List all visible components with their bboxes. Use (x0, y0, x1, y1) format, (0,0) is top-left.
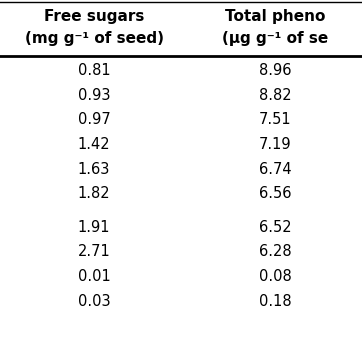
Text: Free sugars: Free sugars (44, 9, 144, 24)
Text: 0.03: 0.03 (78, 294, 110, 309)
Text: (mg g⁻¹ of seed): (mg g⁻¹ of seed) (25, 30, 164, 46)
Text: 0.01: 0.01 (78, 269, 110, 284)
Text: 1.91: 1.91 (78, 220, 110, 235)
Text: 6.74: 6.74 (259, 161, 291, 177)
Text: 2.71: 2.71 (78, 244, 110, 260)
Text: 8.96: 8.96 (259, 63, 291, 78)
Text: 6.56: 6.56 (259, 186, 291, 201)
Text: 0.93: 0.93 (78, 88, 110, 103)
Text: (μg g⁻¹ of se: (μg g⁻¹ of se (222, 30, 328, 46)
Text: 0.08: 0.08 (259, 269, 291, 284)
Text: 0.97: 0.97 (78, 112, 110, 127)
Text: 1.63: 1.63 (78, 161, 110, 177)
Text: 0.81: 0.81 (78, 63, 110, 78)
Text: 7.51: 7.51 (259, 112, 291, 127)
Text: 1.42: 1.42 (78, 137, 110, 152)
Text: 1.82: 1.82 (78, 186, 110, 201)
Text: 0.18: 0.18 (259, 294, 291, 309)
Text: 6.52: 6.52 (259, 220, 291, 235)
Text: 8.82: 8.82 (259, 88, 291, 103)
Text: Total pheno: Total pheno (225, 9, 325, 24)
Text: 7.19: 7.19 (259, 137, 291, 152)
Text: 6.28: 6.28 (259, 244, 291, 260)
